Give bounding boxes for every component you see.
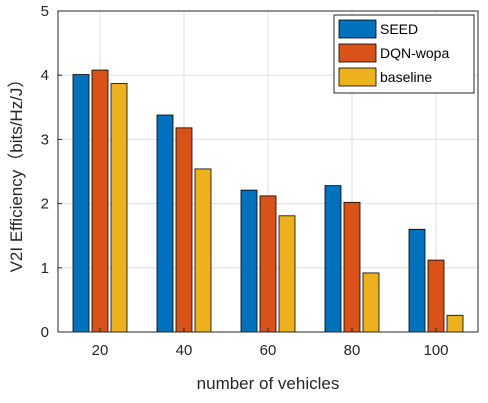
bar-baseline-80 [362, 272, 380, 333]
bar-baseline-40 [194, 168, 212, 333]
legend-swatch [338, 19, 377, 39]
y-tick-label: 4 [41, 67, 49, 84]
bar-dqn-wopa-60 [259, 195, 277, 333]
legend-swatch [338, 67, 377, 87]
y-tick-label: 3 [41, 131, 49, 148]
legend: SEED DQN-wopa baseline [333, 14, 475, 94]
legend-label: DQN-wopa [380, 45, 449, 61]
bar-dqn-wopa-100 [427, 259, 445, 333]
y-tick-label: 0 [41, 324, 49, 341]
bar-seed-40 [156, 114, 174, 333]
x-tick-label: 60 [260, 342, 277, 359]
y-tick-label: 1 [41, 260, 49, 277]
legend-label: SEED [380, 21, 418, 37]
x-tick-label: 80 [344, 342, 361, 359]
legend-label: baseline [380, 69, 432, 85]
legend-swatch [338, 43, 377, 63]
y-axis-label: V2I Efficiency（bits/Hz/J） [7, 71, 26, 273]
bar-dqn-wopa-20 [91, 69, 109, 333]
bar-seed-80 [324, 185, 342, 333]
bar-seed-20 [72, 74, 90, 333]
y-axis-ticks: 0 1 2 3 4 5 [41, 3, 62, 341]
y-tick-label: 5 [41, 3, 49, 20]
y-tick-label: 2 [41, 196, 49, 213]
bar-dqn-wopa-80 [343, 201, 361, 333]
bar-dqn-wopa-40 [175, 127, 193, 333]
x-axis-label: number of vehicles [197, 374, 340, 393]
bar-seed-60 [240, 189, 258, 333]
x-tick-label: 20 [92, 342, 109, 359]
bar-baseline-20 [110, 83, 128, 333]
bar-baseline-100 [446, 314, 464, 333]
x-axis-ticks: 20 40 60 80 100 [92, 328, 449, 359]
bar-baseline-60 [278, 215, 296, 333]
bar-seed-100 [408, 228, 426, 333]
x-tick-label: 100 [423, 342, 448, 359]
x-tick-label: 40 [176, 342, 193, 359]
